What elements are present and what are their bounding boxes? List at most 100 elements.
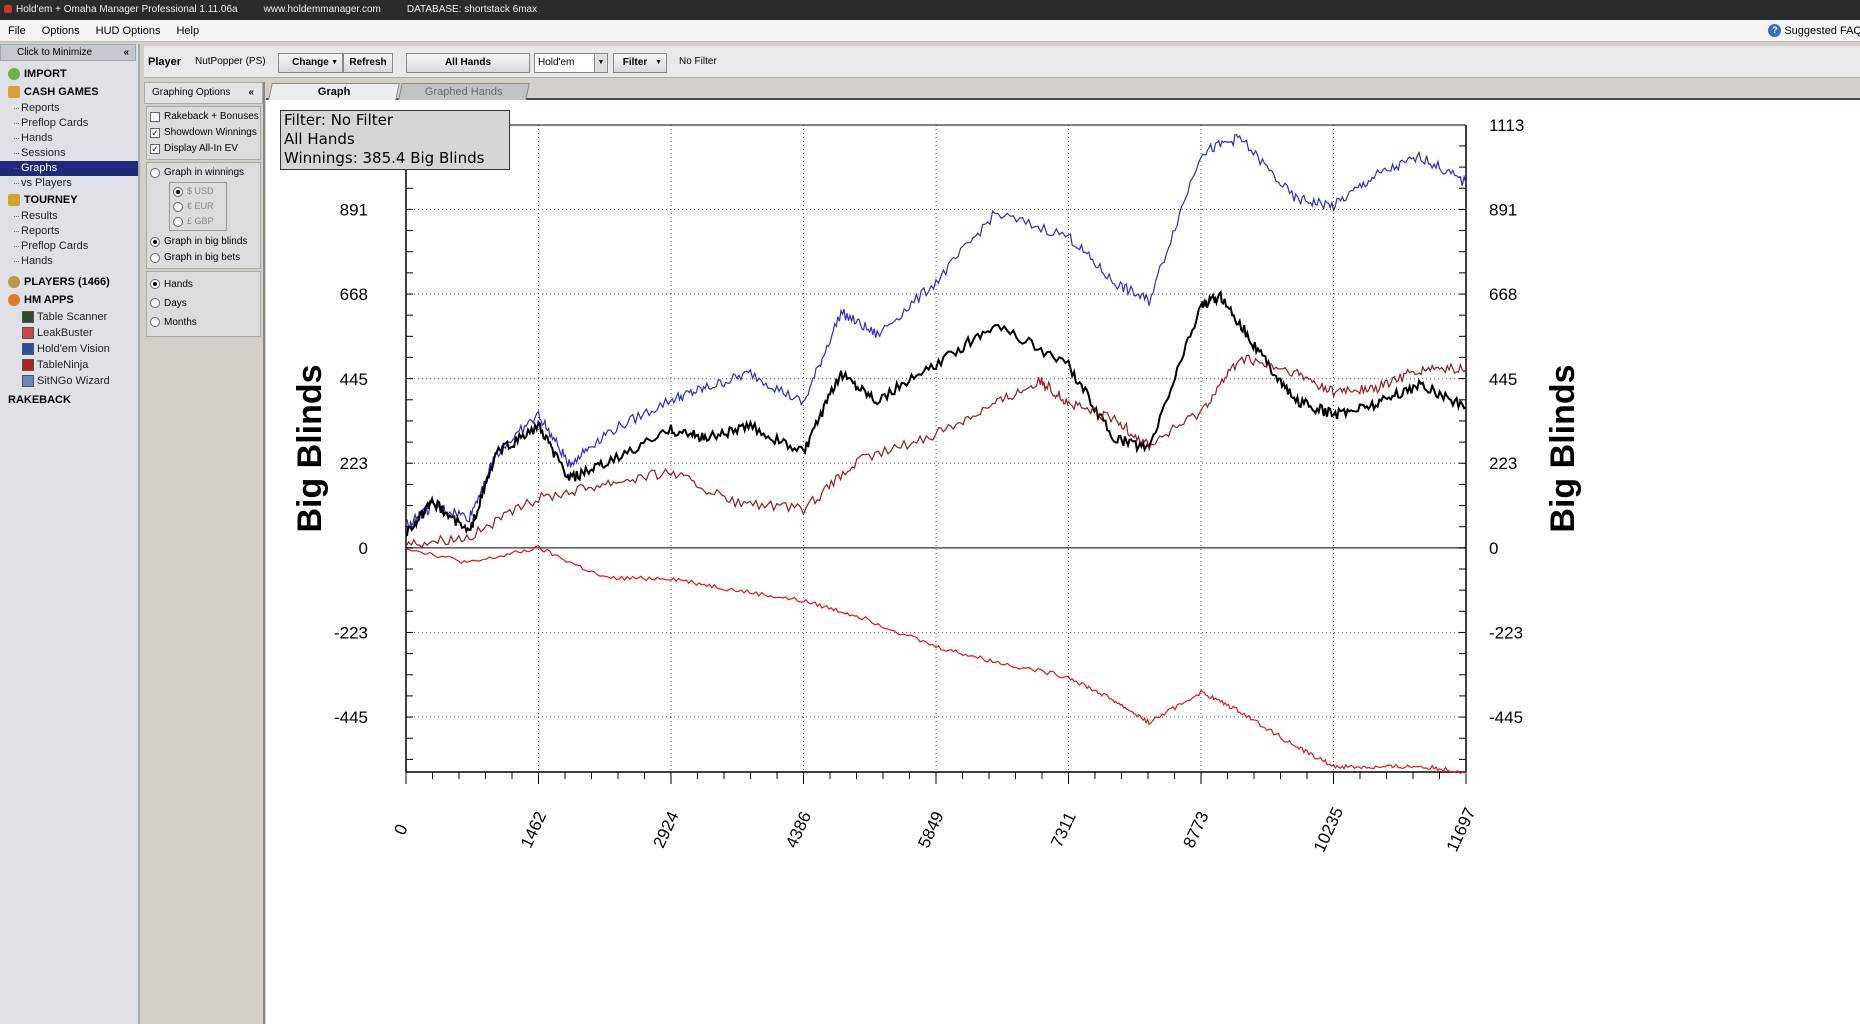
series-line-black — [405, 289, 1467, 537]
sidebar-hm-apps[interactable]: HM APPS — [0, 291, 138, 309]
sitngo-wizard-label: SitNGo Wizard — [37, 375, 110, 387]
suggested-faq-label: Suggested FAQ — [1784, 25, 1860, 37]
tab-graph[interactable]: Graph — [268, 83, 400, 100]
y-axis-label-left: Big Blinds — [291, 364, 329, 532]
players-label: PLAYERS (1466) — [24, 276, 110, 288]
big-bets-radio[interactable]: Graph in big bets — [147, 250, 260, 266]
trophy-icon — [8, 194, 20, 206]
y-tick-label-right: 891 — [1489, 200, 1517, 219]
months-radio[interactable]: Months — [147, 313, 260, 332]
y-tick-label-left: -223 — [334, 624, 368, 643]
radio-icon — [150, 168, 160, 178]
players-icon — [8, 276, 20, 288]
radio-icon — [173, 217, 183, 227]
sidebar-item-reports[interactable]: Reports — [0, 101, 138, 116]
minimize-button[interactable]: Click to Minimize « — [0, 44, 136, 61]
series-line-red — [405, 545, 1467, 775]
big-blinds-radio[interactable]: Graph in big blinds — [147, 234, 260, 250]
menu-hud-options[interactable]: HUD Options — [95, 25, 161, 37]
sitngo-wizard-icon — [22, 375, 34, 387]
change-label: Change — [292, 57, 329, 68]
menu-file[interactable]: File — [8, 25, 26, 37]
series-line-blue — [405, 134, 1467, 530]
app-leakbuster[interactable]: LeakBuster — [0, 325, 138, 341]
gbp-radio[interactable]: £ GBP — [170, 214, 226, 229]
app-table-scanner[interactable]: Table Scanner — [0, 309, 138, 325]
sidebar-rakeback[interactable]: RAKEBACK — [8, 394, 71, 406]
big-blinds-label: Graph in big blinds — [164, 236, 248, 247]
app-holdem-vision[interactable]: Hold'em Vision — [0, 341, 138, 357]
tab-graphed-hands-label: Graphed Hands — [425, 86, 503, 98]
sidebar-item-hands[interactable]: Hands — [0, 131, 138, 146]
hands-radio[interactable]: Hands — [147, 275, 260, 294]
tab-graphed-hands[interactable]: Graphed Hands — [398, 83, 530, 100]
graph-winnings-radio[interactable]: Graph in winnings — [147, 165, 260, 181]
minimize-label: Click to Minimize — [17, 47, 93, 58]
sidebar-item-graphs[interactable]: Graphs — [0, 161, 138, 176]
hands-label: Hands — [164, 279, 193, 290]
all-hands-button[interactable]: All Hands — [406, 53, 530, 73]
change-player-button[interactable]: Change ▼ — [278, 53, 343, 73]
website-link[interactable]: www.holdemmanager.com — [263, 4, 381, 15]
winnings-chart: -445 -445 -223 -223 0 0 223 223 445 445 668 668 891 8… — [291, 116, 1582, 855]
sidebar-tourney[interactable]: TOURNEY — [0, 191, 138, 209]
app-tableninja[interactable]: TableNinja — [0, 357, 138, 373]
hm-apps-label: HM APPS — [24, 294, 74, 306]
sidebar-item-tourney-preflop-cards[interactable]: Preflop Cards — [0, 239, 138, 254]
table-scanner-label: Table Scanner — [37, 311, 108, 323]
showdown-checkbox[interactable]: ✓ Showdown Winnings — [147, 125, 260, 141]
x-tick-label: 10235 — [1310, 804, 1347, 855]
sidebar-item-tourney-results[interactable]: Results — [0, 209, 138, 224]
sidebar-item-preflop-cards[interactable]: Preflop Cards — [0, 116, 138, 131]
chevron-down-icon: ▼ — [594, 54, 607, 72]
player-name: NutPopper (PS) — [195, 56, 266, 67]
refresh-button[interactable]: Refresh — [343, 53, 393, 73]
allin-ev-checkbox[interactable]: ✓ Display All-In EV — [147, 141, 260, 157]
y-tick-label-right: 445 — [1489, 370, 1517, 389]
database-label: DATABASE: shortstack 6max — [406, 4, 538, 15]
showdown-label: Showdown Winnings — [164, 127, 257, 138]
months-label: Months — [164, 317, 197, 328]
y-tick-label-right: -445 — [1489, 708, 1523, 727]
checkmark-icon: ✓ — [150, 144, 160, 154]
sidebar-cash-games[interactable]: CASH GAMES — [0, 83, 138, 101]
sidebar-item-sessions[interactable]: Sessions — [0, 146, 138, 161]
sidebar-item-vs-players[interactable]: vs Players — [0, 176, 138, 191]
x-tick-label: 8773 — [1179, 809, 1212, 851]
radio-icon — [173, 202, 183, 212]
eur-radio[interactable]: € EUR — [170, 199, 226, 214]
chevron-down-icon: ▼ — [331, 59, 338, 66]
tableninja-icon — [22, 359, 34, 371]
help-icon: ? — [1768, 24, 1782, 37]
y-tick-label-left: 0 — [359, 539, 368, 558]
cash-games-icon — [8, 86, 20, 98]
menu-help[interactable]: Help — [176, 25, 200, 37]
filter-line: Filter: No Filter — [284, 111, 394, 129]
days-radio[interactable]: Days — [147, 294, 260, 313]
menu-options[interactable]: Options — [41, 25, 80, 37]
x-tick-label: 7311 — [1047, 809, 1080, 850]
sidebar-item-tourney-hands[interactable]: Hands — [0, 254, 138, 269]
x-tick-label: 0 — [390, 821, 411, 838]
hands-line: All Hands — [284, 130, 355, 148]
y-tick-label-left: 445 — [340, 370, 368, 389]
graphing-options-header[interactable]: Graphing Options « — [144, 82, 263, 104]
usd-label: $ USD — [187, 186, 214, 196]
radio-icon — [150, 298, 160, 308]
y-tick-label-left: 223 — [340, 454, 368, 473]
filter-button[interactable]: Filter ▼ — [613, 53, 667, 73]
gbp-label: £ GBP — [187, 216, 214, 226]
app-sitngo-wizard[interactable]: SitNGo Wizard — [0, 373, 138, 389]
holdem-vision-label: Hold'em Vision — [37, 343, 110, 355]
filter-status: No Filter — [679, 56, 717, 67]
usd-radio[interactable]: $ USD — [170, 184, 226, 199]
sidebar-import[interactable]: IMPORT — [0, 65, 138, 83]
y-tick-label-right: -223 — [1489, 624, 1523, 643]
sidebar-players[interactable]: PLAYERS (1466) — [0, 273, 138, 291]
sidebar-item-tourney-reports[interactable]: Reports — [0, 224, 138, 239]
suggested-faq-link[interactable]: ? Suggested FAQ — [1766, 20, 1860, 42]
allin-ev-label: Display All-In EV — [164, 143, 238, 154]
rakeback-checkbox[interactable]: Rakeback + Bonuses — [147, 109, 260, 125]
game-select[interactable]: Hold'em ▼ — [534, 53, 608, 73]
currency-group: $ USD € EUR £ GBP — [169, 182, 227, 231]
